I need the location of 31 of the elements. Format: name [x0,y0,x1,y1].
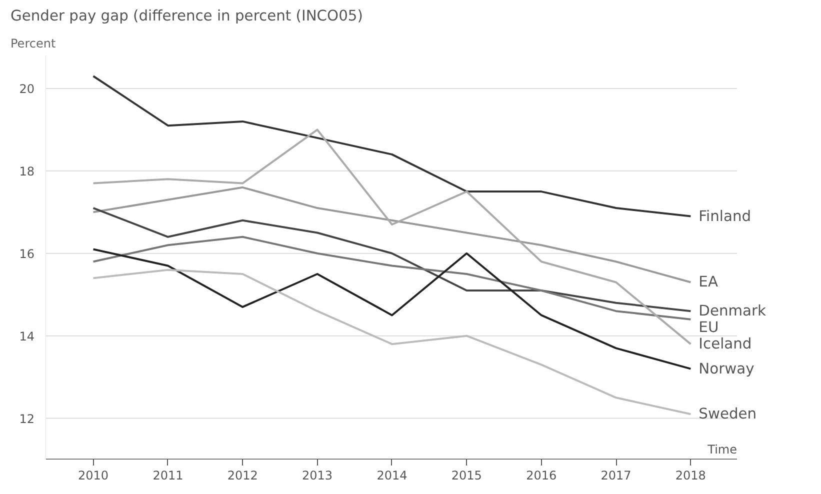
series-label: Norway [698,360,755,378]
y-tick-label: 18 [19,164,35,178]
x-tick-label: 2015 [451,468,482,482]
y-axis-title: Percent [10,36,56,50]
x-tick-label: 2011 [152,468,184,482]
line-series [92,75,692,218]
line-series [92,236,692,320]
x-tick-label: 2016 [526,468,557,482]
line-series [92,207,692,312]
x-tick-label: 2014 [376,468,408,482]
series-label: Denmark [698,302,767,320]
line-series [92,128,692,346]
line-series [92,186,692,284]
x-axis-title: Time [706,442,737,456]
line-series [92,248,692,370]
x-tick-label: 2018 [675,468,706,482]
series-label: Sweden [698,406,757,423]
x-tick-label: 2010 [78,468,109,482]
series-label: EA [698,274,718,291]
series-label: Finland [698,208,752,225]
y-tick-label: 16 [19,246,35,261]
y-tick-label: 20 [19,82,35,96]
y-tick-label: 14 [19,329,35,344]
y-tick-label: 12 [19,412,35,426]
series-label: EU [698,319,719,336]
line-series [92,268,692,416]
series-label: Iceland [698,336,752,353]
chart-title: Gender pay gap (difference in percent (INCO05) [10,8,363,24]
x-tick-label: 2012 [227,468,258,482]
x-tick-label: 2013 [302,468,333,482]
x-tick-label: 2017 [600,468,632,482]
